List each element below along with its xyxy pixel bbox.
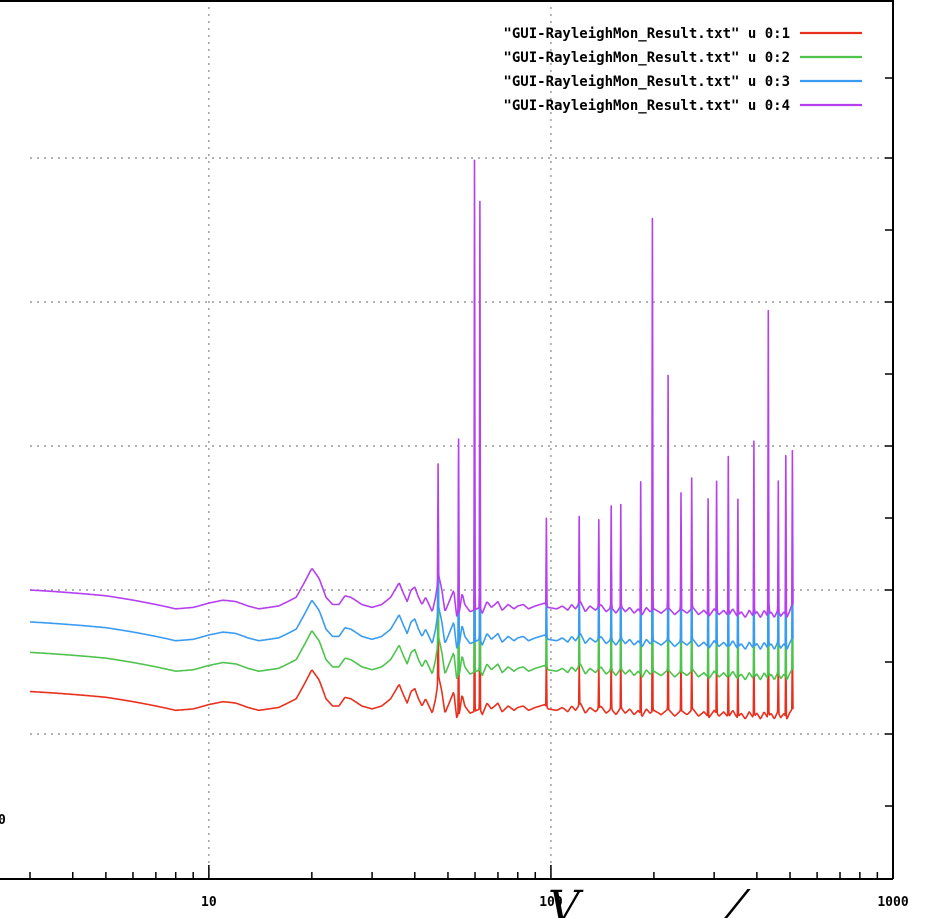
x-ticks: 10 100 1000 [29, 77, 909, 910]
series-layer [29, 159, 794, 720]
legend-label-3: "GUI-RayleighMon_Result.txt" u 0:3 [503, 74, 790, 90]
plot-frame [0, 0, 894, 880]
x-tick-label: 10 [201, 895, 217, 910]
y-axis-zero-label: 0 [0, 813, 6, 828]
legend-label-1: "GUI-RayleighMon_Result.txt" u 0:1 [503, 26, 790, 42]
overlay-glyph-slash: ⁄ [720, 882, 751, 918]
x-tick-label: 100 [539, 895, 563, 910]
series-line-4 [29, 159, 794, 619]
x-tick-label: 1000 [877, 895, 908, 910]
overlay-glyph-v: V [548, 882, 584, 918]
legend: "GUI-RayleighMon_Result.txt" u 0:1 "GUI-R… [503, 26, 862, 114]
grid [30, 0, 894, 879]
legend-label-4: "GUI-RayleighMon_Result.txt" u 0:4 [503, 98, 790, 114]
legend-label-2: "GUI-RayleighMon_Result.txt" u 0:2 [503, 50, 790, 66]
series-line-1 [29, 492, 794, 720]
